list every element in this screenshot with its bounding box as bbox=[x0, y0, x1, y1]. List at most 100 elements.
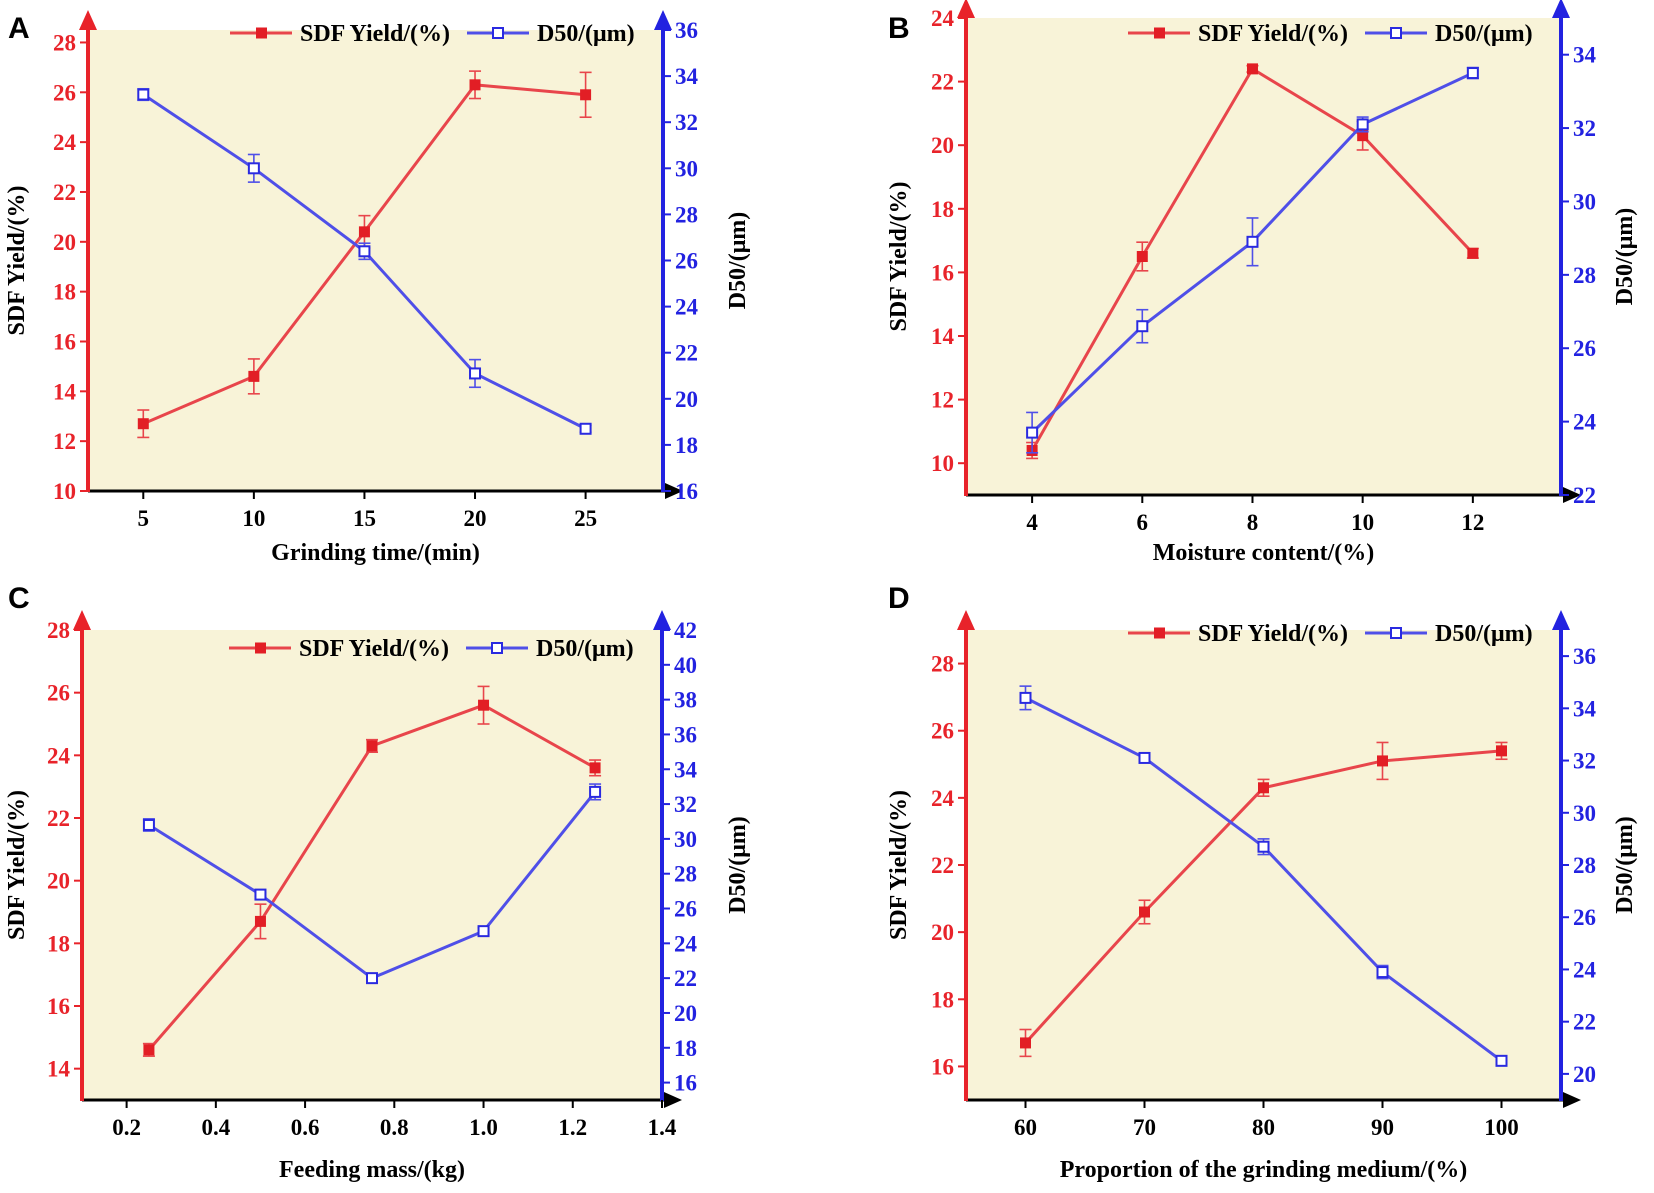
right-y-tick-label: 22 bbox=[1573, 1010, 1596, 1035]
right-y-tick-label: 26 bbox=[675, 249, 698, 274]
x-axis-arrow bbox=[1563, 1092, 1581, 1108]
x-axis-title: Feeding mass/(kg) bbox=[279, 1157, 465, 1183]
x-tick-label: 15 bbox=[353, 506, 376, 531]
sdf-yield-point bbox=[1496, 745, 1507, 757]
right-y-tick-label: 20 bbox=[675, 387, 698, 412]
legend-d50-label: D50/(μm) bbox=[537, 21, 635, 47]
x-tick-label: 10 bbox=[242, 506, 265, 531]
right-y-tick-label: 24 bbox=[674, 931, 698, 956]
sdf-yield-point bbox=[1020, 1037, 1031, 1049]
d50-point bbox=[254, 888, 267, 901]
legend-d50-label: D50/(μm) bbox=[1435, 621, 1533, 647]
right-y-tick-label: 18 bbox=[674, 1036, 697, 1061]
left-y-tick-label: 12 bbox=[53, 429, 76, 454]
left-y-tick-label: 18 bbox=[931, 197, 954, 222]
right-y-tick-label: 16 bbox=[674, 1071, 697, 1096]
x-axis-title: Moisture content/(%) bbox=[1153, 540, 1375, 566]
d50-point bbox=[358, 245, 371, 258]
left-y-tick-label: 26 bbox=[53, 80, 76, 105]
right-y-axis-title: D50/(μm) bbox=[725, 816, 751, 914]
legend-d50-marker bbox=[492, 27, 504, 39]
d50-point bbox=[589, 785, 602, 798]
legend-sdf-marker bbox=[1154, 27, 1165, 39]
legend-d50-label: D50/(μm) bbox=[536, 636, 634, 662]
right-y-tick-label: 24 bbox=[1573, 957, 1597, 982]
right-y-tick-label: 30 bbox=[1573, 801, 1596, 826]
right-y-axis-arrow bbox=[1552, 0, 1570, 18]
legend: SDF Yield/(%) D50/(μm) bbox=[1128, 21, 1533, 47]
right-y-axis-title: D50/(μm) bbox=[725, 212, 751, 310]
x-tick-label: 1.2 bbox=[558, 1115, 587, 1140]
x-tick-label: 1.4 bbox=[648, 1115, 677, 1140]
x-tick-label: 60 bbox=[1014, 1115, 1037, 1140]
left-y-tick-label: 20 bbox=[931, 920, 954, 945]
d50-point bbox=[1495, 1054, 1508, 1067]
right-y-axis-title: D50/(μm) bbox=[1612, 816, 1638, 914]
left-y-axis-title: SDF Yield/(%) bbox=[886, 182, 912, 332]
legend-sdf-marker bbox=[255, 642, 266, 654]
left-y-tick-label: 24 bbox=[931, 6, 955, 31]
left-y-tick-label: 14 bbox=[931, 324, 955, 349]
left-y-axis-title: SDF Yield/(%) bbox=[886, 790, 912, 940]
panel-letter: A bbox=[8, 12, 30, 45]
right-y-tick-label: 22 bbox=[675, 341, 698, 366]
right-y-axis-arrow bbox=[1552, 610, 1570, 630]
right-y-tick-label: 28 bbox=[1573, 263, 1596, 288]
sdf-yield-point bbox=[580, 89, 592, 101]
left-y-tick-label: 26 bbox=[931, 719, 954, 744]
left-y-tick-label: 10 bbox=[931, 451, 954, 476]
d50-point bbox=[1376, 966, 1389, 979]
left-y-tick-label: 20 bbox=[47, 869, 70, 894]
x-tick-label: 1.0 bbox=[469, 1115, 498, 1140]
left-y-tick-label: 24 bbox=[47, 743, 71, 768]
left-y-tick-label: 18 bbox=[47, 931, 70, 956]
left-y-tick-label: 22 bbox=[53, 180, 76, 205]
right-y-tick-label: 26 bbox=[1573, 905, 1596, 930]
legend-sdf-marker bbox=[1154, 627, 1165, 639]
d50-point bbox=[477, 925, 490, 938]
right-y-tick-label: 30 bbox=[674, 827, 697, 852]
x-axis-title: Grinding time/(min) bbox=[271, 540, 480, 566]
panel-a: A 5 10 15 20 25 10 12 14 16 18 20 22 24 26 28 16 18 20 22 24… bbox=[4, 10, 751, 566]
right-y-tick-label: 34 bbox=[675, 64, 699, 89]
left-y-tick-label: 28 bbox=[47, 618, 70, 643]
right-y-tick-label: 32 bbox=[675, 110, 698, 135]
d50-point bbox=[247, 162, 260, 175]
right-y-tick-label: 42 bbox=[674, 618, 697, 643]
d50-point bbox=[1136, 320, 1149, 333]
right-y-tick-label: 26 bbox=[674, 897, 697, 922]
panel-letter: B bbox=[888, 12, 910, 45]
left-y-tick-label: 16 bbox=[931, 1054, 954, 1079]
right-y-tick-label: 28 bbox=[674, 862, 697, 887]
sdf-yield-point bbox=[1377, 755, 1388, 767]
x-tick-label: 4 bbox=[1026, 510, 1038, 535]
panel-b: B 4 6 8 10 12 10 12 14 16 18 20 22 24 22 24 26 28 30 32 34 Mo… bbox=[886, 0, 1638, 566]
right-y-tick-label: 18 bbox=[675, 433, 698, 458]
d50-series bbox=[142, 783, 602, 985]
d50-series bbox=[137, 87, 592, 435]
d50-point bbox=[137, 88, 150, 101]
right-y-axis-arrow bbox=[653, 610, 671, 630]
sdf-yield-point bbox=[1467, 247, 1479, 259]
x-tick-label: 0.8 bbox=[380, 1115, 409, 1140]
d50-point bbox=[1257, 840, 1270, 853]
left-y-tick-label: 16 bbox=[47, 994, 70, 1019]
x-tick-label: 90 bbox=[1371, 1115, 1394, 1140]
right-y-tick-label: 28 bbox=[1573, 853, 1596, 878]
right-y-tick-label: 20 bbox=[1573, 1062, 1596, 1087]
legend: SDF Yield/(%) D50/(μm) bbox=[1128, 621, 1533, 647]
left-y-axis-arrow bbox=[957, 610, 975, 630]
plot-area bbox=[88, 30, 663, 491]
legend-sdf-label: SDF Yield/(%) bbox=[299, 636, 449, 662]
left-y-axis-arrow bbox=[79, 10, 97, 30]
x-tick-label: 80 bbox=[1252, 1115, 1275, 1140]
sdf-yield-point bbox=[1357, 130, 1369, 142]
left-y-axis-title: SDF Yield/(%) bbox=[4, 790, 30, 940]
right-y-tick-label: 24 bbox=[1573, 410, 1597, 435]
left-y-tick-label: 12 bbox=[931, 388, 954, 413]
right-y-tick-label: 30 bbox=[675, 156, 698, 181]
right-y-tick-label: 32 bbox=[674, 792, 697, 817]
left-y-tick-label: 16 bbox=[53, 329, 76, 354]
legend-sdf-label: SDF Yield/(%) bbox=[300, 21, 450, 47]
left-y-tick-label: 22 bbox=[931, 70, 954, 95]
